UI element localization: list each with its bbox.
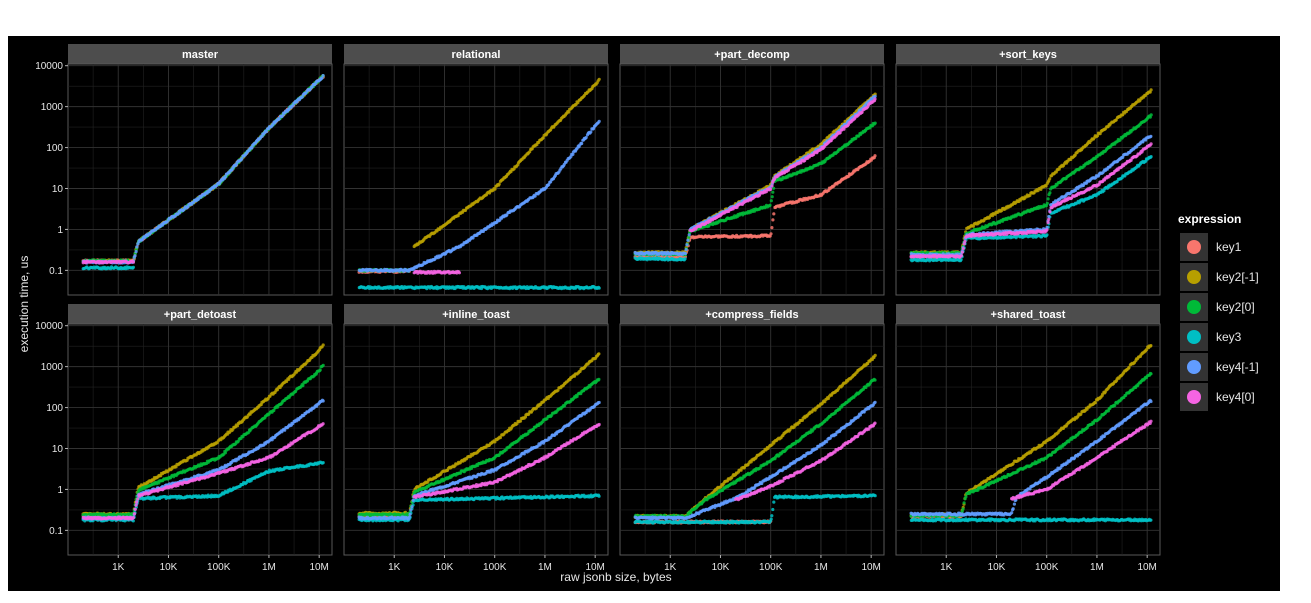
data-point — [769, 187, 773, 191]
panel-title: master — [182, 49, 219, 61]
data-point — [873, 121, 877, 125]
chart-frame: master 0.1 1 10 100 1000 10000 relational +part_… — [8, 36, 1280, 591]
series-key3 — [81, 265, 135, 271]
data-point — [178, 211, 182, 215]
y-tick-label: 1000 — [41, 102, 64, 113]
data-point — [457, 271, 461, 275]
data-point — [131, 265, 135, 269]
y-tick-label: 10 — [52, 184, 64, 195]
data-point — [770, 195, 774, 199]
data-point — [873, 94, 877, 98]
data-point — [1046, 197, 1050, 201]
data-point — [685, 243, 689, 247]
data-point — [1046, 220, 1050, 225]
data-point — [1045, 233, 1049, 237]
data-point — [1149, 134, 1153, 138]
data-point — [770, 184, 774, 188]
data-point — [1047, 217, 1051, 221]
panel-title: +part_decomp — [714, 49, 790, 61]
data-point — [1149, 88, 1153, 92]
data-point — [873, 97, 877, 101]
panel-strip — [68, 44, 332, 64]
panel-background — [67, 63, 333, 296]
panel-part_decomp: +part_decomp — [619, 44, 885, 296]
data-point — [133, 254, 137, 258]
data-point — [321, 74, 325, 78]
data-point — [772, 212, 776, 216]
data-point — [959, 254, 964, 258]
data-point — [277, 117, 281, 121]
data-point — [963, 239, 967, 244]
data-point — [580, 141, 584, 146]
data-point — [960, 250, 965, 254]
data-point — [135, 245, 139, 249]
data-point — [771, 218, 775, 222]
data-point — [240, 156, 244, 161]
data-point — [597, 119, 601, 123]
data-point — [961, 247, 965, 251]
data-point — [131, 260, 135, 264]
y-tick-label: 100 — [46, 143, 63, 154]
data-point — [770, 226, 774, 230]
panel-master: master 0.1 1 10 100 1000 10000 — [35, 44, 333, 296]
data-point — [250, 146, 254, 150]
data-point — [1045, 228, 1049, 232]
data-point — [597, 77, 601, 81]
data-point — [1047, 214, 1051, 219]
data-point — [684, 248, 688, 252]
data-point — [1149, 142, 1153, 146]
data-point — [1048, 177, 1052, 181]
data-point — [683, 257, 687, 261]
panel-title: +part_detoast — [164, 309, 237, 321]
data-point — [589, 130, 593, 134]
panel-sort_keys: +sort_keys — [895, 44, 1161, 296]
data-point — [873, 154, 877, 158]
data-point — [687, 233, 691, 237]
data-point — [686, 238, 690, 242]
data-point — [769, 199, 773, 203]
data-point — [1048, 210, 1052, 214]
data-point — [1045, 201, 1049, 205]
data-point — [134, 250, 138, 254]
panel-relational: relational — [343, 44, 609, 296]
data-point — [1149, 155, 1153, 159]
data-point — [1048, 191, 1052, 195]
data-point — [771, 190, 775, 194]
y-tick-label: 0.1 — [49, 266, 63, 277]
data-point — [264, 130, 268, 134]
data-point — [287, 107, 291, 112]
data-point — [1149, 113, 1153, 117]
data-point — [768, 203, 772, 207]
panel-title: relational — [452, 49, 501, 61]
panel-background — [343, 63, 609, 296]
data-point — [597, 286, 601, 290]
data-point — [769, 232, 773, 236]
y-tick-label: 1 — [57, 225, 63, 236]
data-point — [683, 252, 688, 256]
faceted-scatter-chart: master 0.1 1 10 100 1000 10000 relational +part_… — [17, 44, 1259, 584]
data-point — [493, 187, 497, 191]
panel-title: +sort_keys — [999, 49, 1057, 61]
y-tick-label: 10000 — [35, 61, 63, 72]
